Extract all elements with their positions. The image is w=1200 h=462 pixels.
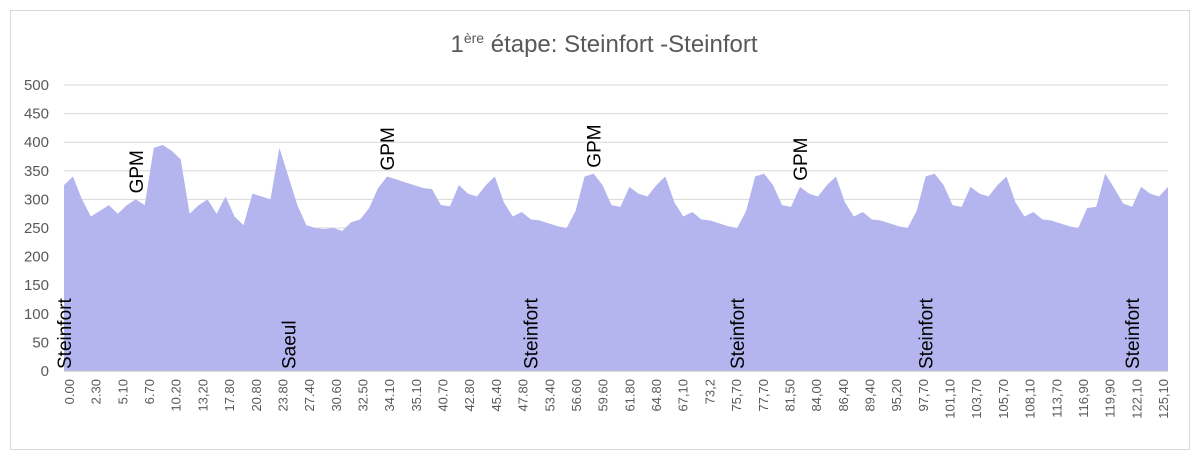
y-tick-label: 250 xyxy=(24,220,49,237)
y-tick-label: 300 xyxy=(24,191,49,208)
y-tick-label: 500 xyxy=(24,77,49,94)
y-axis: 0 50 100 150 200 250 300 350 400 450 500 xyxy=(24,77,49,380)
chart-title: 1ère étape: Steinfort -Steinfort xyxy=(450,30,757,58)
x-tick-label: 47.80 xyxy=(516,379,531,412)
y-tick-label: 400 xyxy=(24,134,49,151)
annotation-location: Steinfort xyxy=(522,298,543,369)
x-tick-label: 32.50 xyxy=(356,379,371,412)
y-tick-label: 100 xyxy=(24,306,49,323)
x-tick-label: 125,10 xyxy=(1156,379,1171,419)
x-tick-label: 95,20 xyxy=(889,379,904,412)
x-tick-label: 23.80 xyxy=(276,379,291,412)
x-tick-label: 89,40 xyxy=(863,379,878,412)
y-tick-label: 350 xyxy=(24,163,49,180)
x-tick-label: 5.10 xyxy=(115,379,130,404)
annotation-gpm: GPM xyxy=(127,150,148,193)
annotation-gpm: GPM xyxy=(585,124,606,167)
x-tick-label: 20.80 xyxy=(249,379,264,412)
x-tick-label: 45.40 xyxy=(489,379,504,412)
x-tick-label: 108,10 xyxy=(1023,379,1038,419)
x-tick-label: 35.10 xyxy=(409,379,424,412)
x-tick-label: 2.30 xyxy=(89,379,104,404)
x-tick-label: 75,70 xyxy=(729,379,744,412)
x-tick-label: 10.20 xyxy=(169,379,184,412)
annotation-location: Steinfort xyxy=(917,298,938,369)
x-tick-label: 116,90 xyxy=(1076,379,1091,418)
x-tick-label: 56.60 xyxy=(569,379,584,412)
x-tick-label: 77,70 xyxy=(756,379,771,412)
area-series xyxy=(64,145,1168,371)
y-tick-label: 200 xyxy=(24,249,49,266)
y-tick-label: 450 xyxy=(24,106,49,123)
x-tick-label: 67,10 xyxy=(676,379,691,412)
annotation-gpm: GPM xyxy=(378,127,399,170)
x-tick-label: 34.10 xyxy=(382,379,397,412)
x-tick-label: 61.80 xyxy=(622,379,637,412)
x-tick-label: 30.60 xyxy=(329,379,344,412)
x-tick-label: 6.70 xyxy=(142,379,157,404)
x-tick-label: 122,10 xyxy=(1129,379,1144,419)
x-tick-label: 40.70 xyxy=(436,379,451,412)
x-tick-label: 105,70 xyxy=(996,379,1011,419)
annotations: GPM GPM GPM GPM Steinfort Saeul Steinfort Stein… xyxy=(55,124,1144,369)
x-tick-label: 113,70 xyxy=(1049,379,1064,418)
annotation-location: Steinfort xyxy=(1123,298,1144,369)
x-tick-label: 0.00 xyxy=(62,379,77,404)
y-tick-label: 0 xyxy=(41,363,49,380)
x-tick-label: 86,40 xyxy=(836,379,851,412)
y-tick-label: 150 xyxy=(24,277,49,294)
x-tick-label: 17.80 xyxy=(222,379,237,412)
chart-title-prefix: 1 xyxy=(450,31,463,58)
x-tick-label: 53.40 xyxy=(542,379,557,412)
y-tick-label: 50 xyxy=(32,334,49,351)
x-tick-label: 59.60 xyxy=(596,379,611,412)
annotation-location: Steinfort xyxy=(55,298,76,369)
x-tick-label: 101,10 xyxy=(943,379,958,419)
chart-title-rest: étape: Steinfort -Steinfort xyxy=(484,31,758,58)
annotation-gpm: GPM xyxy=(791,138,812,181)
x-axis: 0.00 2.30 5.10 6.70 10.20 13,20 17.80 20.80 23.8… xyxy=(62,370,1171,419)
x-tick-label: 81,50 xyxy=(782,379,797,412)
x-tick-label: 103,70 xyxy=(969,379,984,419)
annotation-location: Steinfort xyxy=(728,298,749,369)
elevation-area xyxy=(64,145,1168,371)
x-tick-label: 84,00 xyxy=(809,379,824,412)
x-tick-label: 13,20 xyxy=(195,379,210,412)
x-tick-label: 73,2 xyxy=(702,379,717,404)
x-tick-label: 27.40 xyxy=(302,379,317,412)
x-tick-label: 119,90 xyxy=(1103,379,1118,418)
x-tick-label: 42.80 xyxy=(462,379,477,412)
x-tick-label: 97,70 xyxy=(916,379,931,412)
x-tick-label: 64.80 xyxy=(649,379,664,412)
chart-title-superscript: ère xyxy=(464,30,484,46)
annotation-location: Saeul xyxy=(279,320,300,369)
